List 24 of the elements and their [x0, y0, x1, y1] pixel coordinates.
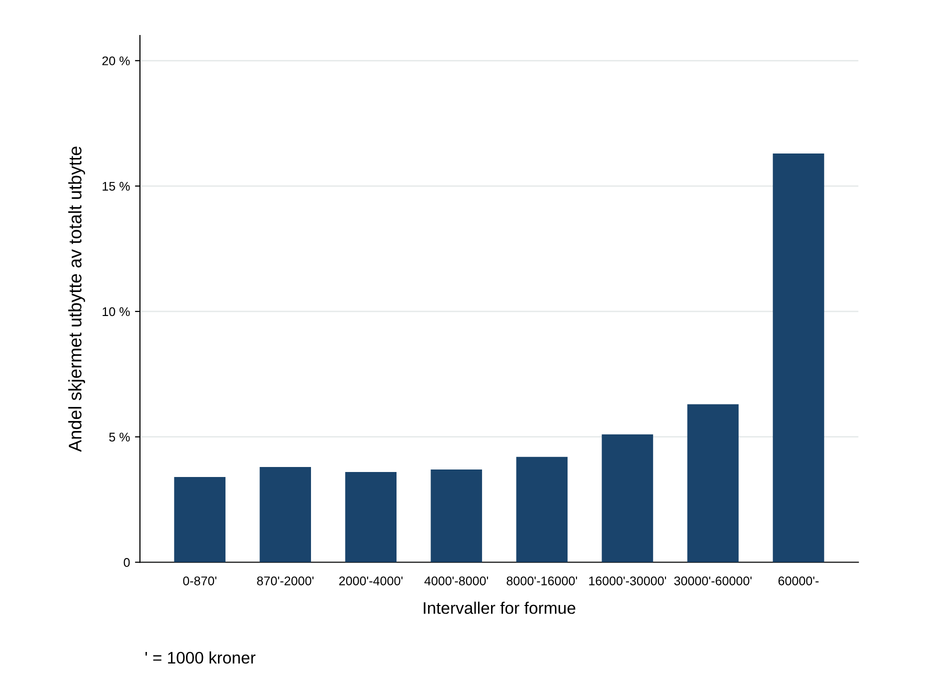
bar: [687, 404, 739, 562]
y-tick-label: 10 %: [102, 307, 130, 316]
x-tick-label: 0-870': [183, 576, 216, 586]
bar: [772, 153, 824, 562]
x-axis-title: Intervaller for formue: [424, 602, 576, 614]
x-tick-label: 870'-2000': [257, 576, 314, 586]
bar: [430, 469, 482, 562]
y-tick-label: 15 %: [102, 182, 130, 191]
y-axis-title: Andel skjermet utbytte av totalt utbytte: [68, 146, 86, 452]
y-tick-label: 5 %: [109, 432, 130, 442]
bar: [516, 456, 568, 562]
x-tick-label: 8000'-16000': [506, 576, 578, 586]
x-tick-label: 16000'-30000': [589, 576, 666, 586]
bar: [174, 476, 226, 562]
text: ' = 1000 kroner: [145, 651, 256, 664]
bar: [345, 472, 397, 562]
x-tick-label: 30000'-60000': [674, 576, 752, 586]
x-tick-label: 60000'-: [778, 576, 819, 586]
y-tick-label: 20 %: [102, 56, 130, 66]
x-tick-label: 4000'-8000': [424, 576, 488, 586]
bar: [602, 434, 654, 562]
y-tick-label: 0: [124, 558, 130, 567]
x-tick-label: 2000'-4000': [339, 576, 403, 586]
bar: [260, 466, 311, 562]
